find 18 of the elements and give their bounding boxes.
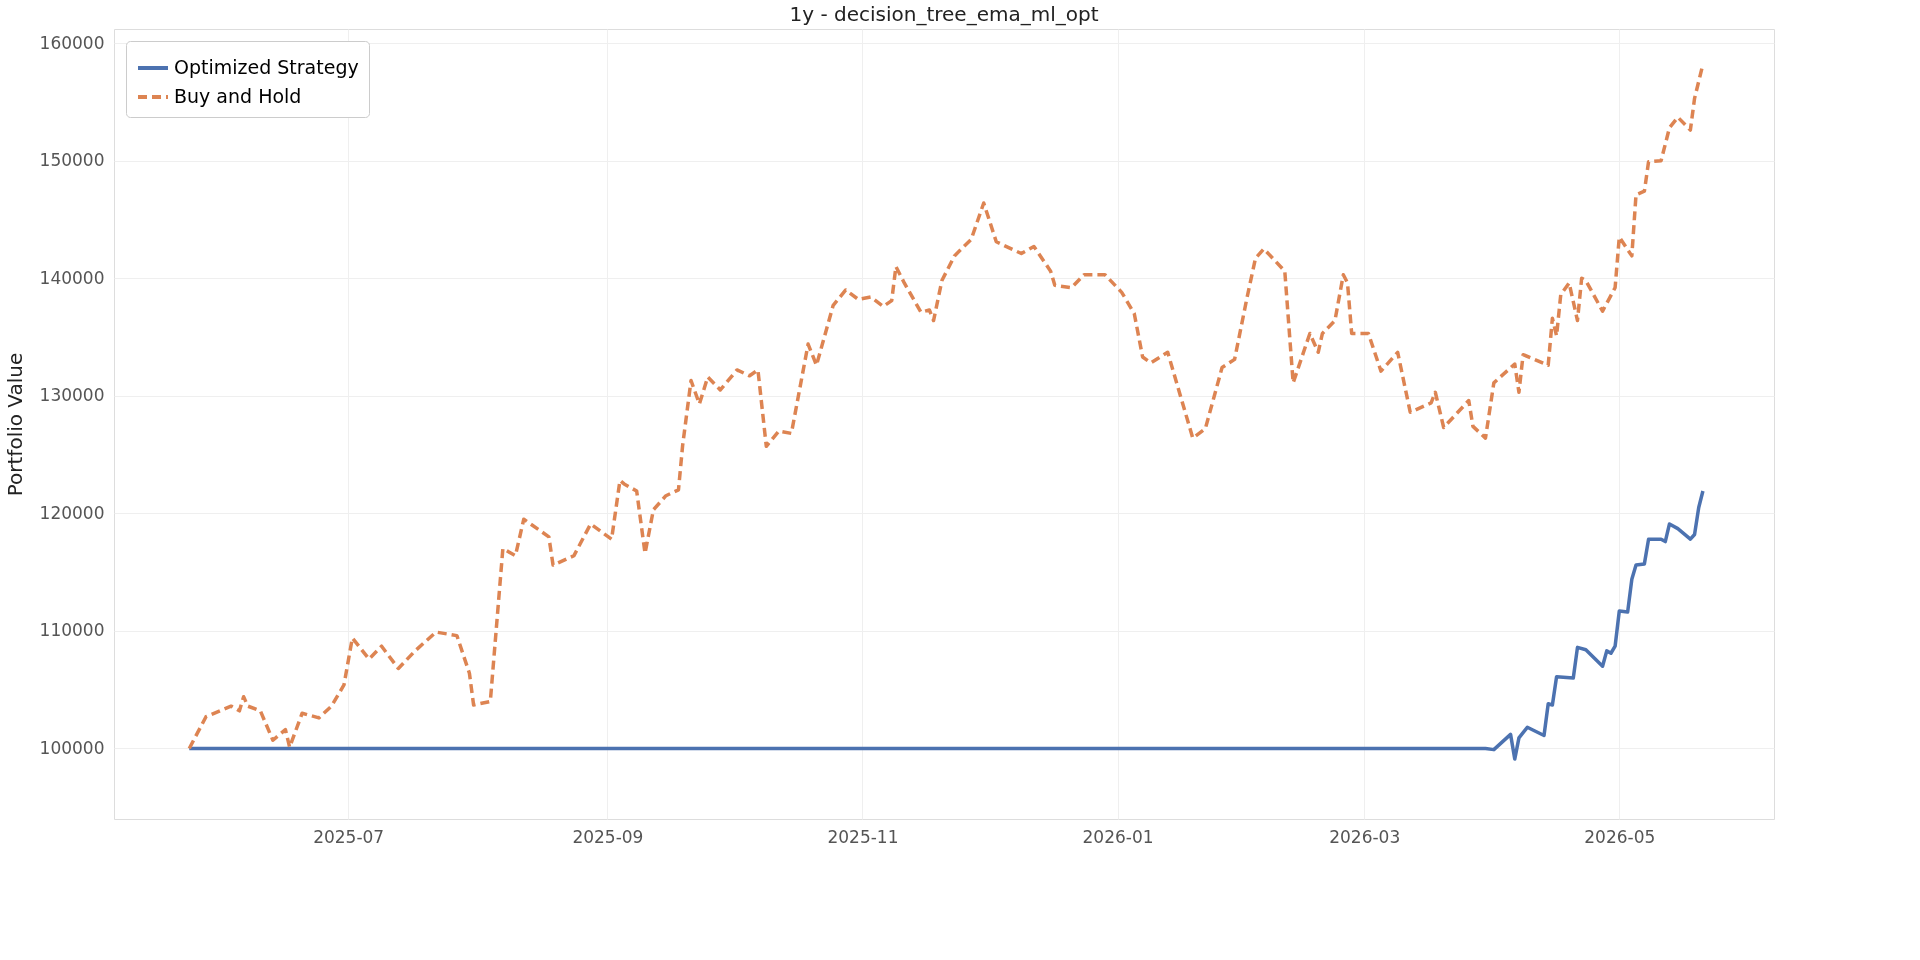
line-series — [187, 489, 1705, 761]
y-tick-label: 100000 — [39, 737, 105, 758]
y-axis-title: Portfolio Value — [2, 352, 27, 497]
x-tick-label: 2026-03 — [1329, 826, 1401, 847]
y-tick-label: 150000 — [39, 150, 105, 171]
x-tick-label: 2026-01 — [1082, 826, 1154, 847]
y-tick-label: 140000 — [39, 267, 105, 288]
legend-label: Buy and Hold — [174, 85, 302, 107]
y-tick-label: 110000 — [39, 620, 105, 641]
y-tick-label: 160000 — [39, 32, 105, 53]
y-tick-label: 130000 — [39, 385, 105, 406]
chart-title: 1y - decision_tree_ema_ml_opt — [789, 2, 1099, 26]
x-tick-label: 2026-05 — [1584, 826, 1656, 847]
y-tick-label: 120000 — [39, 502, 105, 523]
x-tick-label: 2025-07 — [313, 826, 385, 847]
legend-label: Optimized Strategy — [174, 56, 359, 78]
x-tick-label: 2025-09 — [572, 826, 644, 847]
x-tick-label: 2025-11 — [827, 826, 899, 847]
